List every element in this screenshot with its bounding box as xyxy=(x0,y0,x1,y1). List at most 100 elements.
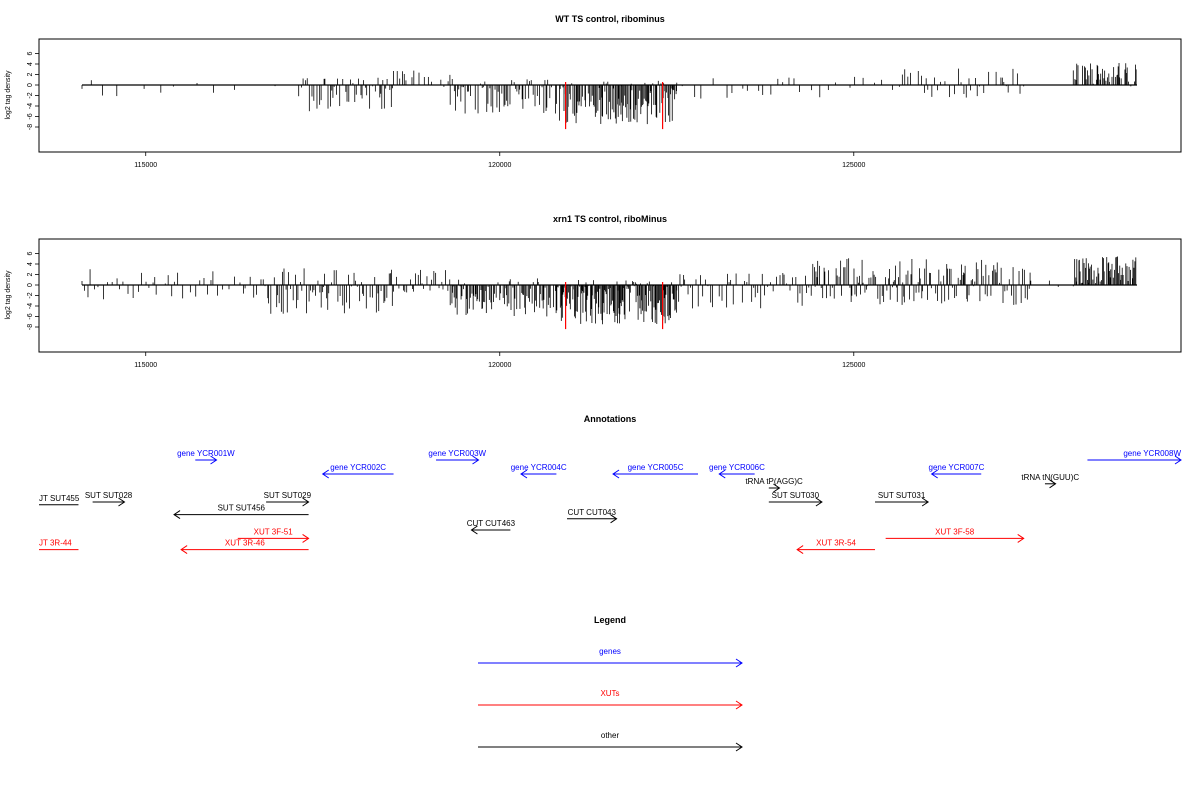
y-tick-label: -2 xyxy=(27,292,34,298)
arrowhead xyxy=(612,469,620,479)
arrowhead xyxy=(472,455,480,465)
legend-entry-XUTs: XUTs xyxy=(478,689,743,710)
arrowhead xyxy=(796,545,804,555)
y-tick-label: -6 xyxy=(27,113,34,119)
y-tick-label: 0 xyxy=(27,283,34,287)
feature-label: XUT 3R-54 xyxy=(816,539,856,548)
feature-label: tRNA tP(AGG)C xyxy=(745,477,803,486)
x-tick-label: 115000 xyxy=(134,362,157,369)
arrowhead xyxy=(735,700,743,710)
feature-other: tRNA tP(AGG)C xyxy=(745,477,803,493)
feature-label: gene YCR004C xyxy=(511,463,567,472)
y-tick-label: 6 xyxy=(27,251,34,255)
wt-panel-title: WT TS control, ribominus xyxy=(555,14,665,24)
feature-genes: gene YCR004C xyxy=(511,463,567,479)
feature-label: gene YCR008W xyxy=(1123,449,1181,458)
x-tick-label: 120000 xyxy=(488,362,511,369)
feature-other: SUT SUT031 xyxy=(875,491,930,507)
y-tick-label: -8 xyxy=(27,324,34,330)
feature-label: tRNA tN(GUU)C xyxy=(1021,473,1079,482)
arrowhead xyxy=(302,533,310,543)
annotation-features: gene YCR001W gene YCR002C gene YCR003W gene… xyxy=(39,449,1182,555)
legend-entry-other: other xyxy=(478,731,743,752)
xrn1-x-axis: 115000 120000 125000 xyxy=(134,352,866,369)
arrowhead xyxy=(610,514,618,524)
arrowhead xyxy=(210,455,218,465)
feature-label: JT SUT455 xyxy=(39,494,80,503)
y-tick-label: 2 xyxy=(27,72,34,76)
wt-panel: WT TS control, ribominus log2 tag densit… xyxy=(5,14,1182,169)
xrn1-panel: xrn1 TS control, riboMinus log2 tag dens… xyxy=(5,214,1182,369)
arrowhead xyxy=(118,497,126,507)
arrowhead xyxy=(735,658,743,668)
arrowhead xyxy=(1017,533,1025,543)
wt-y-axis: 6 4 2 0 -2 -4 -6 -8 xyxy=(27,51,40,130)
feature-label: SUT SUT029 xyxy=(264,491,312,500)
feature-XUTs: JT 3R-44 xyxy=(39,539,79,551)
feature-genes: gene YCR003W xyxy=(428,449,487,465)
y-tick-label: -4 xyxy=(27,103,34,109)
feature-other: SUT SUT030 xyxy=(768,491,823,507)
feature-genes: gene YCR007C xyxy=(929,463,985,479)
feature-label: CUT CUT463 xyxy=(467,519,516,528)
arrowhead xyxy=(930,469,938,479)
feature-label: gene YCR002C xyxy=(330,463,386,472)
legend-title: Legend xyxy=(594,615,626,625)
feature-genes: gene YCR006C xyxy=(709,463,765,479)
y-tick-label: 4 xyxy=(27,62,34,66)
feature-label: XUT 3R-46 xyxy=(225,539,265,548)
feature-other: JT SUT455 xyxy=(39,494,80,506)
arrowhead xyxy=(180,545,188,555)
arrowhead xyxy=(921,497,930,507)
y-tick-label: -4 xyxy=(27,303,34,309)
arrowhead xyxy=(520,469,528,479)
xrn1-y-axis: 6 4 2 0 -2 -4 -6 -8 xyxy=(27,251,40,330)
feature-genes: gene YCR001W xyxy=(177,449,235,465)
feature-other: CUT CUT043 xyxy=(567,508,618,524)
feature-label: SUT SUT028 xyxy=(85,491,133,500)
x-tick-label: 120000 xyxy=(488,162,511,169)
arrowhead xyxy=(1049,479,1057,489)
feature-label: gene YCR006C xyxy=(709,463,765,472)
xrn1-panel-title: xrn1 TS control, riboMinus xyxy=(553,214,667,224)
feature-other: SUT SUT028 xyxy=(85,491,133,507)
y-tick-label: -2 xyxy=(27,92,34,98)
wt-plot-frame xyxy=(38,38,1182,153)
feature-label: gene YCR005C xyxy=(628,463,684,472)
feature-label: gene YCR003W xyxy=(428,449,486,458)
feature-label: SUT SUT030 xyxy=(772,491,820,500)
arrowhead xyxy=(773,483,781,493)
feature-label: SUT SUT456 xyxy=(218,504,266,513)
feature-other: CUT CUT463 xyxy=(467,519,516,535)
arrowhead xyxy=(173,510,181,520)
x-tick-label: 125000 xyxy=(842,162,865,169)
feature-other: SUT SUT456 xyxy=(173,504,309,520)
arrowhead xyxy=(815,497,823,507)
arrowhead xyxy=(302,497,310,507)
legend-entry-genes: genes xyxy=(478,647,743,668)
wt-signal-bars xyxy=(81,63,1137,130)
legend-label: other xyxy=(601,731,620,740)
x-tick-label: 125000 xyxy=(842,362,865,369)
feature-genes: gene YCR005C xyxy=(612,463,699,479)
x-tick-label: 115000 xyxy=(134,162,157,169)
feature-genes: gene YCR002C xyxy=(321,463,394,479)
feature-other: SUT SUT029 xyxy=(264,491,312,507)
annotations-title: Annotations xyxy=(584,414,637,424)
y-tick-label: -6 xyxy=(27,313,34,319)
feature-label: CUT CUT043 xyxy=(568,508,617,517)
y-tick-label: -8 xyxy=(27,124,34,130)
xrn1-plot-frame xyxy=(38,238,1182,353)
xrn1-signal-bars xyxy=(81,256,1137,330)
feature-label: SUT SUT031 xyxy=(878,491,926,500)
arrowhead xyxy=(1174,455,1182,465)
arrowhead xyxy=(470,525,478,535)
feature-label: XUT 3F-58 xyxy=(935,527,975,536)
legend-entries: genes XUTs other xyxy=(478,647,743,752)
feature-label: gene YCR007C xyxy=(929,463,985,472)
feature-XUTs: XUT 3F-51 xyxy=(237,527,310,543)
y-tick-label: 6 xyxy=(27,51,34,55)
feature-label: JT 3R-44 xyxy=(39,539,72,548)
y-tick-label: 2 xyxy=(27,272,34,276)
